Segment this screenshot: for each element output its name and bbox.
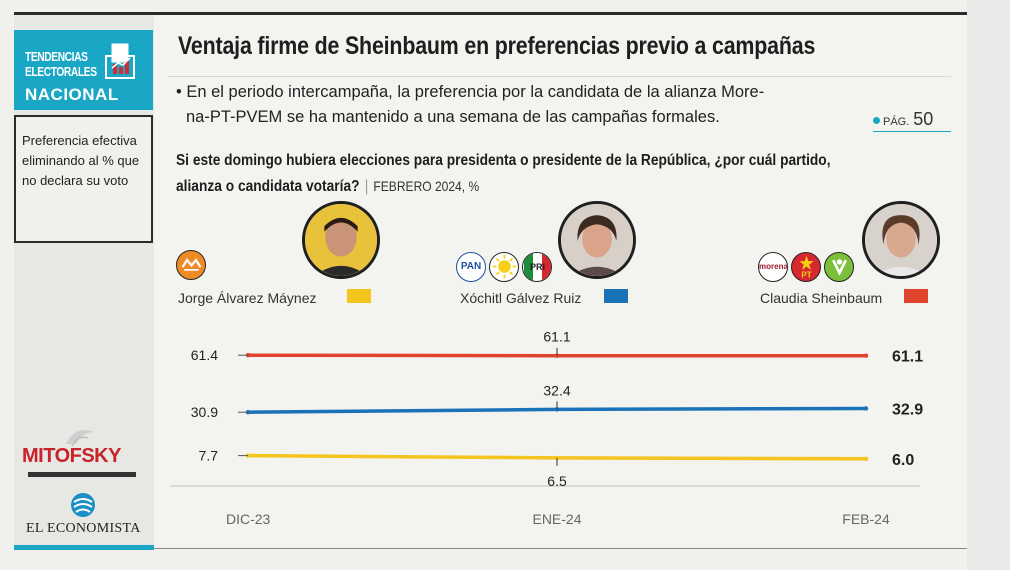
bottom-accent-bar (14, 545, 154, 550)
survey-date-unit: FEBRERO 2024, % (373, 178, 480, 194)
tag-line-2: ELECTORALES (25, 65, 97, 79)
mc-party-logo-icon (176, 250, 206, 280)
page-title: Ventaja firme de Sheinbaum en preferenci… (178, 32, 816, 60)
el-economista-logo-icon (71, 493, 95, 517)
line-chart: 61.4 61.1 61.1 30.9 32.4 32.9 7.7 6.5 6.0 DIC-23 E… (170, 329, 923, 527)
top-rule (14, 12, 967, 15)
methodology-note: Preferencia efectiva eliminando al % que… (22, 133, 140, 188)
mitofsky-logo-icon (66, 430, 94, 447)
mitofsky-tagline-bar (28, 472, 136, 477)
survey-question-line-2: alianza o candidata votaría? | FEBRERO 202… (176, 178, 479, 196)
svg-text:PT: PT (801, 270, 811, 279)
data-label-claudia-sheinbaum-1: 61.1 (543, 329, 570, 345)
ballot-box-icon (105, 43, 135, 79)
x-tick-label-0: DIC-23 (226, 511, 271, 527)
pri-party-logo-icon: PRI (522, 252, 552, 282)
data-point-xo-chitl-ga-lvez-ruiz-2 (863, 406, 869, 411)
data-point-claudia-sheinbaum-2 (863, 353, 869, 358)
tag-line-1: TENDENCIAS (25, 50, 88, 64)
svg-text:PRI: PRI (529, 262, 544, 272)
bullet-dot-icon (873, 117, 880, 124)
survey-question-end: alianza o candidata votaría? (176, 178, 360, 195)
prd-party-logo-icon (489, 252, 519, 282)
candidate-name-maynez: Jorge Álvarez Máynez (178, 290, 317, 306)
page-reference-link[interactable]: PÁG. 50 (873, 109, 933, 130)
legend-swatch-galvez (604, 289, 628, 303)
page-reference-rule (873, 131, 951, 132)
summary-line-2: na-PT-PVEM se ha mantenido a una semana … (186, 108, 720, 126)
candidate-name-sheinbaum: Claudia Sheinbaum (760, 290, 883, 306)
pt-party-logo-icon: PT (791, 252, 821, 282)
tag-line-3: NACIONAL (25, 85, 119, 104)
data-label-claudia-sheinbaum-0: 61.4 (191, 347, 218, 363)
mitofsky-brand: MITOFSKY (22, 445, 121, 467)
el-economista-brand: EL ECONOMISTA (26, 521, 141, 536)
page-reference-number: 50 (913, 109, 934, 129)
page-edge (967, 0, 1010, 570)
morena-party-logo-icon: morena (758, 252, 788, 282)
data-label-xo-chitl-ga-lvez-ruiz-1: 32.4 (543, 382, 570, 398)
data-label-jorge-a-lvarez-ma-ynez-2: 6.0 (892, 452, 914, 469)
data-point-claudia-sheinbaum-0 (245, 352, 251, 358)
x-tick-label-1: ENE-24 (532, 511, 581, 527)
data-point-jorge-a-lvarez-ma-ynez-0 (245, 453, 251, 458)
data-point-xo-chitl-ga-lvez-ruiz-0 (245, 410, 251, 415)
title-rule (168, 76, 951, 77)
x-tick-label-2: FEB-24 (842, 511, 890, 527)
data-label-jorge-a-lvarez-ma-ynez-1: 6.5 (547, 473, 567, 489)
data-label-jorge-a-lvarez-ma-ynez-0: 7.7 (199, 448, 219, 464)
candidate-photo-maynez (302, 201, 380, 279)
data-label-xo-chitl-ga-lvez-ruiz-0: 30.9 (191, 404, 218, 420)
candidate-photo-galvez (558, 201, 636, 279)
bottom-rule (154, 548, 967, 549)
candidate-photo-sheinbaum (862, 201, 940, 279)
candidate-name-galvez: Xóchitl Gálvez Ruiz (460, 290, 582, 306)
summary-line-1: • En el periodo intercampaña, la prefere… (176, 83, 765, 101)
legend-swatch-maynez (347, 289, 371, 303)
pan-party-logo-icon: PAN (456, 252, 486, 282)
data-label-claudia-sheinbaum-2: 61.1 (892, 349, 923, 366)
survey-question-line-1: Si este domingo hubiera elecciones para … (176, 152, 831, 169)
data-point-jorge-a-lvarez-ma-ynez-2 (863, 456, 869, 461)
separator: | (364, 178, 369, 195)
data-label-xo-chitl-ga-lvez-ruiz-2: 32.9 (892, 401, 923, 418)
pvem-party-logo-icon (824, 252, 854, 282)
legend-swatch-sheinbaum (904, 289, 928, 303)
page-reference-prefix: PÁG. (883, 116, 910, 128)
section-tag: TENDENCIAS ELECTORALES NACIONAL (14, 30, 153, 110)
note-box: Preferencia efectiva eliminando al % que… (14, 115, 153, 243)
